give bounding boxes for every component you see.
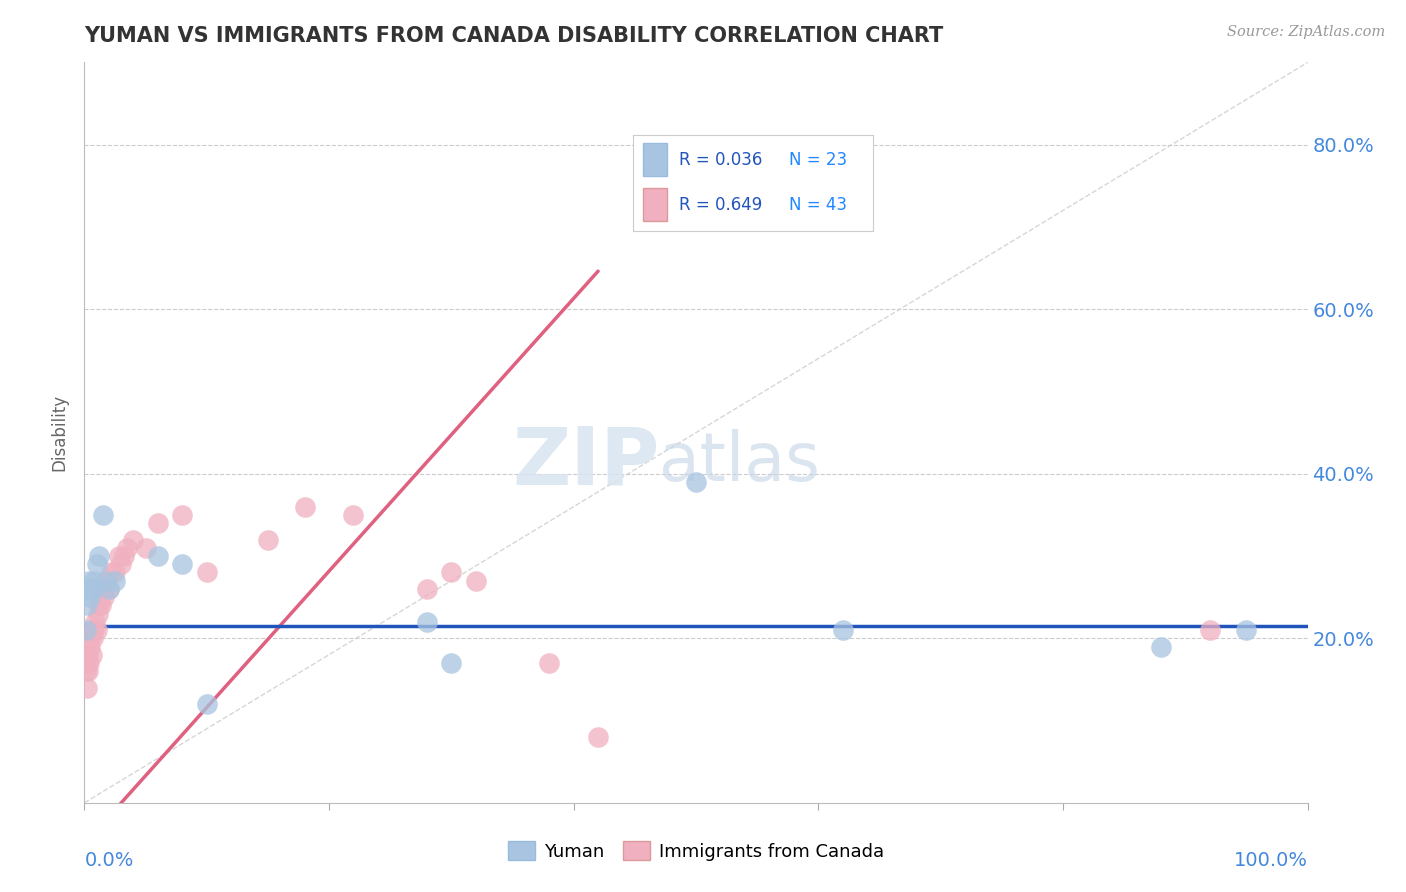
Point [146, 549, 169, 563]
Text: 100.0%: 100.0% [1233, 851, 1308, 870]
Point [91, 582, 114, 596]
Point [100, 566, 122, 580]
Text: R = 0.036: R = 0.036 [679, 151, 762, 169]
Point [685, 475, 707, 489]
Point [172, 508, 194, 522]
Point [97, 582, 120, 596]
Point [93, 590, 115, 604]
Point [87, 549, 110, 563]
Point [135, 541, 157, 555]
Point [831, 623, 853, 637]
Point [76, 656, 98, 670]
Point [440, 566, 463, 580]
Point [122, 533, 145, 547]
Point [146, 516, 169, 530]
Point [75, 623, 97, 637]
Point [86, 558, 108, 572]
Point [586, 730, 609, 744]
Point [172, 558, 194, 572]
Y-axis label: Disability: Disability [51, 394, 69, 471]
Point [84, 615, 107, 629]
Text: R = 0.649: R = 0.649 [679, 195, 762, 214]
Point [1150, 640, 1173, 654]
Point [416, 582, 439, 596]
Point [115, 541, 138, 555]
Point [77, 664, 100, 678]
Point [97, 582, 120, 596]
Text: 0.0%: 0.0% [84, 851, 134, 870]
Point [79, 632, 101, 646]
Point [96, 574, 118, 588]
Point [80, 623, 103, 637]
Text: N = 23: N = 23 [789, 151, 848, 169]
Point [89, 590, 111, 604]
Point [82, 582, 104, 596]
Point [440, 656, 463, 670]
Point [257, 533, 280, 547]
Point [87, 599, 110, 613]
Point [112, 549, 135, 563]
Point [464, 574, 486, 588]
Point [96, 574, 118, 588]
Point [77, 574, 100, 588]
Text: atlas: atlas [659, 429, 820, 495]
Point [104, 574, 127, 588]
Point [538, 656, 561, 670]
Point [107, 549, 129, 563]
Point [91, 508, 114, 522]
FancyBboxPatch shape [643, 188, 666, 221]
Point [75, 664, 97, 678]
Point [90, 599, 112, 613]
Point [77, 582, 100, 596]
Text: Source: ZipAtlas.com: Source: ZipAtlas.com [1226, 25, 1385, 39]
Point [82, 632, 104, 646]
Point [79, 640, 101, 654]
Point [195, 697, 218, 711]
Text: N = 43: N = 43 [789, 195, 848, 214]
Point [77, 656, 100, 670]
Point [83, 574, 105, 588]
Point [1198, 623, 1220, 637]
Point [416, 615, 439, 629]
Point [76, 599, 98, 613]
Point [195, 566, 218, 580]
Point [79, 590, 101, 604]
Point [86, 623, 108, 637]
Point [104, 566, 127, 580]
FancyBboxPatch shape [643, 144, 666, 176]
Text: ZIP: ZIP [512, 423, 659, 501]
Point [1236, 623, 1258, 637]
Point [110, 558, 132, 572]
Point [294, 500, 316, 514]
Point [77, 648, 100, 662]
Point [80, 648, 103, 662]
Text: YUMAN VS IMMIGRANTS FROM CANADA DISABILITY CORRELATION CHART: YUMAN VS IMMIGRANTS FROM CANADA DISABILI… [84, 26, 943, 45]
Point [83, 623, 105, 637]
Point [87, 607, 110, 621]
Point [342, 508, 364, 522]
Point [80, 582, 103, 596]
Point [75, 648, 97, 662]
Legend: Yuman, Immigrants from Canada: Yuman, Immigrants from Canada [501, 834, 891, 868]
Point [76, 681, 98, 695]
